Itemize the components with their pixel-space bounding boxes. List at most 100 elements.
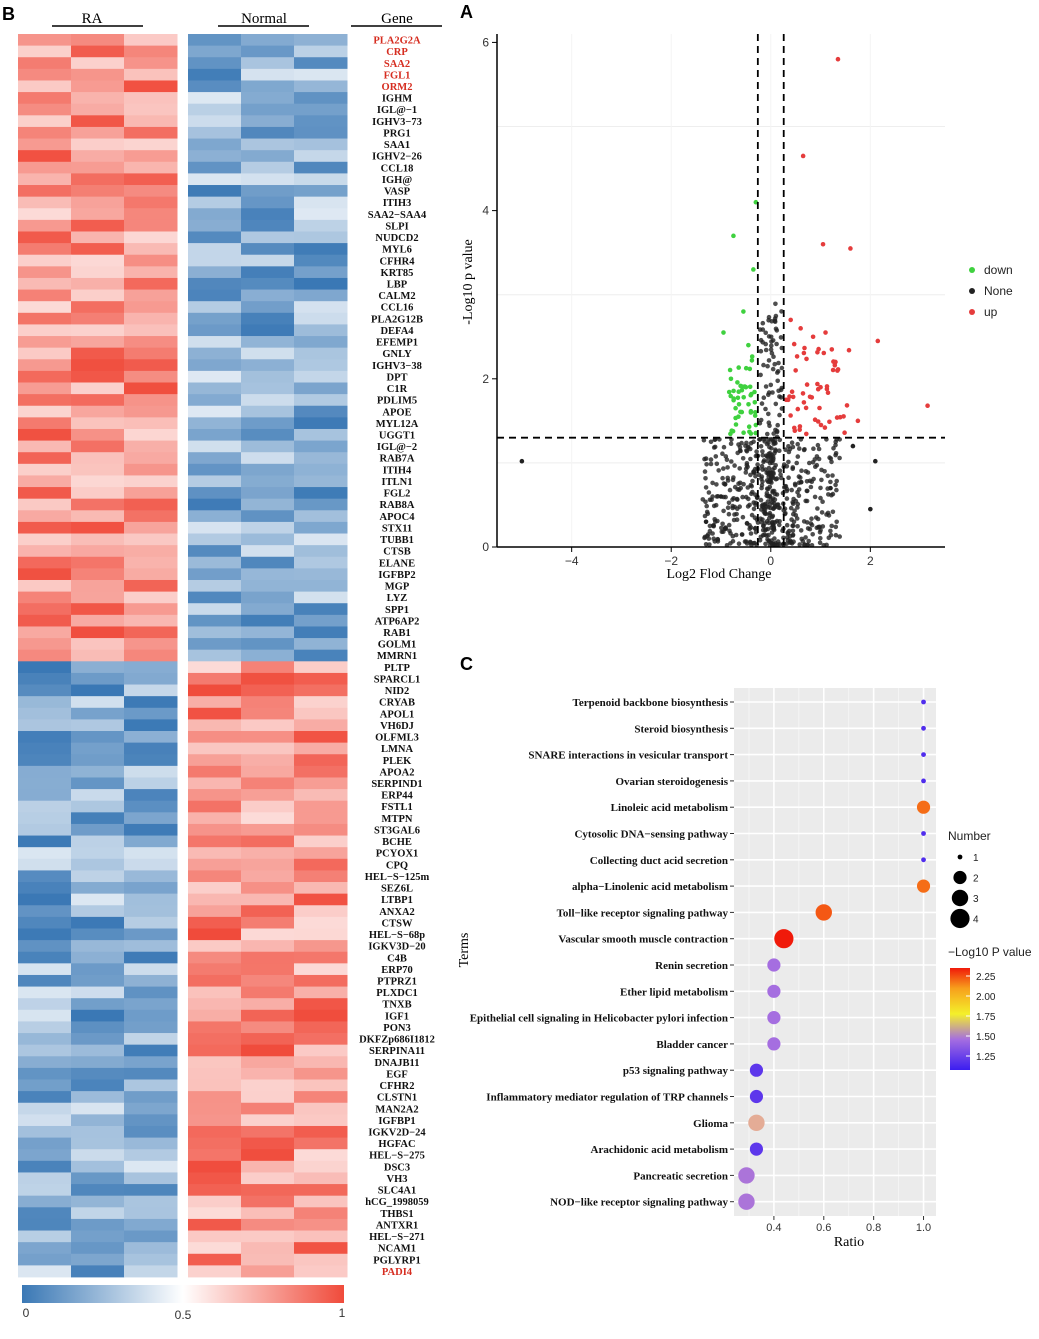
heatmap-cell	[294, 579, 348, 593]
heatmap-cell	[124, 138, 178, 151]
volcano-point-none	[819, 477, 824, 483]
volcano-point-down	[731, 233, 736, 239]
heatmap-cell	[18, 498, 72, 511]
volcano-point-up	[804, 356, 809, 362]
heatmap-cell	[71, 1067, 125, 1080]
heatmap-cell	[188, 905, 242, 918]
volcano-point-down	[739, 409, 745, 415]
gene-label: MMRN1	[377, 651, 417, 662]
heatmap-cell	[124, 1265, 178, 1278]
volcano-point-none	[714, 482, 719, 487]
heatmap-cell	[124, 126, 178, 139]
heatmap-cell	[124, 684, 178, 697]
heatmap-cell	[294, 452, 348, 465]
volcano-point-none	[795, 505, 800, 510]
volcano-point-none	[708, 439, 714, 445]
heatmap-cell	[188, 951, 242, 964]
volcano-point-none	[724, 457, 730, 463]
heatmap-cell	[124, 1067, 178, 1080]
volcano-point-none	[790, 465, 796, 470]
gene-label: MAN2A2	[375, 1104, 418, 1115]
heatmap-cell	[71, 34, 125, 47]
volcano-point-none	[810, 532, 815, 537]
heatmap-cell	[18, 754, 72, 767]
volcano-point-none	[746, 496, 751, 502]
heatmap-cell	[71, 312, 125, 325]
heatmap-cell	[18, 1242, 72, 1255]
heatmap-cell	[188, 1114, 242, 1127]
gene-label: PCYOX1	[376, 849, 419, 860]
gene-label: UGGT1	[379, 431, 415, 442]
volcano-legend-label: None	[984, 284, 1013, 298]
heatmap-cell	[241, 893, 295, 906]
heatmap-cell	[124, 115, 178, 128]
heatmap-cell	[18, 614, 72, 627]
heatmap-cell	[241, 1218, 295, 1231]
heatmap-cell	[241, 45, 295, 58]
heatmap-cell	[241, 277, 295, 290]
gene-label: LBP	[387, 279, 408, 290]
heatmap-cell	[71, 1125, 125, 1138]
heatmap-cell	[188, 150, 242, 163]
heatmap-cell	[188, 382, 242, 395]
volcano-point-none	[769, 339, 774, 344]
heatmap-cell	[124, 231, 178, 244]
gene-label: hCG_1998059	[365, 1197, 429, 1208]
heatmap-cell	[124, 661, 178, 674]
volcano-point-none	[778, 395, 784, 400]
heatmap-cell	[294, 34, 348, 47]
volcano-point-none	[828, 485, 833, 491]
heatmap-cell	[188, 1218, 242, 1231]
volcano-point-none	[789, 440, 795, 446]
heatmap-cell	[71, 1218, 125, 1231]
enrichment-size-legend: Number 1 2 3 4	[948, 829, 991, 929]
heatmap-cell	[294, 1195, 348, 1208]
volcano-point-none	[768, 347, 774, 352]
gene-label: IGFBP2	[378, 570, 415, 581]
heatmap-cell	[294, 986, 348, 999]
volcano-point-none	[701, 437, 707, 443]
volcano-point-down	[747, 384, 753, 390]
heatmap-cell	[18, 661, 72, 674]
volcano-point-none	[777, 448, 782, 454]
heatmap-cell	[71, 452, 125, 465]
volcano-point-up	[816, 346, 821, 352]
heatmap-cell	[71, 870, 125, 883]
heatmap-cell	[294, 742, 348, 755]
heatmap-cell	[71, 277, 125, 290]
heatmap-cell	[294, 417, 348, 430]
gene-label: STX11	[382, 523, 412, 534]
heatmap-cell	[71, 1253, 125, 1266]
gene-label: SLC4A1	[378, 1186, 417, 1197]
heatmap-cell	[188, 115, 242, 128]
gene-label: RAB8A	[379, 500, 414, 511]
volcano-point-down	[726, 389, 732, 395]
volcano-point-none	[751, 439, 756, 445]
heatmap-cell	[18, 1184, 72, 1197]
heatmap-cell	[294, 115, 348, 128]
heatmap-cell	[241, 672, 295, 685]
heatmap-cell	[18, 34, 72, 47]
heatmap-cell	[71, 1195, 125, 1208]
volcano-point-none	[765, 453, 770, 459]
volcano-point-none	[703, 542, 709, 547]
volcano-point-none	[783, 483, 789, 489]
heatmap-cell	[241, 1137, 295, 1150]
volcano-point-none	[795, 454, 801, 459]
heatmap-cell	[124, 533, 178, 546]
heatmap-cell	[188, 103, 242, 116]
heatmap-cell	[18, 243, 72, 256]
heatmap-cell	[124, 986, 178, 999]
volcano-point-none	[817, 540, 823, 546]
heatmap-cell	[18, 289, 72, 302]
heatmap-cell	[71, 905, 125, 918]
heatmap-cell	[124, 626, 178, 639]
heatmap-cell	[188, 731, 242, 744]
heatmap-cell	[188, 1137, 242, 1150]
heatmap-cell	[294, 1125, 348, 1138]
heatmap-cell	[294, 521, 348, 534]
heatmap-cell	[124, 394, 178, 407]
heatmap-cell	[294, 882, 348, 895]
heatmap-cell	[124, 452, 178, 465]
enrichment-term-label: Linoleic acid metabolism	[611, 802, 728, 814]
